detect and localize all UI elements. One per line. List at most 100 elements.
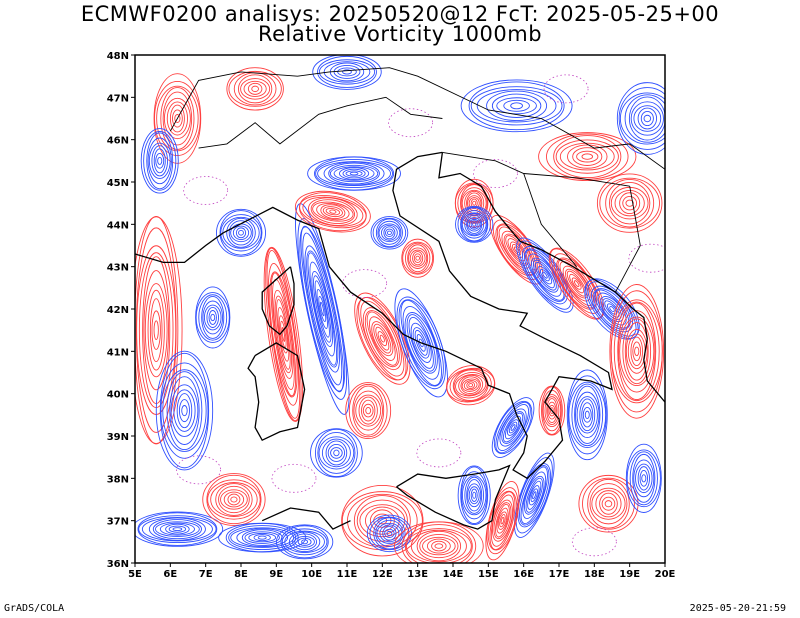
contour-line (219, 210, 263, 256)
contour-line (165, 523, 190, 535)
contour-line (604, 300, 620, 318)
contour-line (306, 250, 339, 368)
lon-tick-label: 12E (372, 569, 393, 580)
contour-line (468, 218, 480, 230)
contour-line (625, 443, 662, 513)
contour-line (155, 153, 165, 169)
contour-line (378, 223, 401, 243)
contour-line (366, 311, 398, 366)
contour-line (140, 128, 179, 194)
contour-line (176, 393, 193, 429)
contour-line (312, 201, 354, 222)
map-subtitle: Relative Vorticity 1000mb (257, 22, 543, 46)
contour-line (591, 487, 626, 520)
contour-line (408, 247, 428, 269)
contour-line (325, 207, 341, 216)
contour-line (159, 352, 210, 469)
contour-line (222, 216, 260, 249)
contour-line (329, 164, 379, 183)
contour-line (337, 67, 357, 77)
contour-line (496, 507, 509, 534)
contour-line (384, 528, 395, 539)
negative-vorticity-center (216, 208, 266, 257)
contour-line (476, 89, 557, 123)
contour-line (597, 292, 627, 326)
contour-line (307, 252, 337, 366)
contour-line (375, 218, 403, 248)
negative-vorticity-center (307, 156, 401, 191)
contour-line (135, 216, 179, 445)
contour-line (542, 271, 548, 279)
contour-line (311, 271, 334, 347)
contour-line (534, 262, 555, 289)
contour-line (297, 218, 348, 400)
contour-line (263, 246, 304, 422)
contour-line (525, 477, 543, 513)
contour-line (202, 300, 224, 335)
coastline-segment (396, 464, 511, 530)
contour-line (538, 385, 566, 436)
contour-line (208, 310, 217, 325)
contour-line (166, 101, 188, 136)
contour-line (265, 247, 302, 422)
contour-line (330, 447, 343, 459)
contour-line (449, 368, 492, 402)
contour-line (613, 301, 660, 402)
contour-line (486, 90, 548, 122)
coastline (135, 67, 665, 530)
contour-line (288, 531, 321, 552)
contour-line (463, 380, 478, 391)
contour-line (321, 438, 351, 468)
contour-line (402, 241, 434, 275)
lat-tick-label: 41N (107, 347, 129, 358)
contour-line (358, 396, 378, 425)
contour-line (457, 183, 492, 223)
contour-line (143, 270, 169, 391)
contour-line (320, 301, 325, 317)
contour-line (497, 511, 508, 530)
contour-line (338, 167, 370, 180)
contour-line (632, 453, 656, 503)
contour-line (375, 519, 404, 547)
contour-line (377, 331, 388, 347)
contour-line (553, 135, 622, 179)
contour-line (240, 78, 271, 100)
contour-line (269, 271, 298, 398)
contour-line (472, 491, 477, 499)
contour-line (461, 475, 487, 516)
contour-line (297, 537, 312, 546)
contour-line (153, 320, 159, 341)
contour-line (215, 483, 253, 516)
lat-tick-label: 38N (107, 474, 129, 485)
contour-line (412, 327, 430, 359)
contour-line (281, 528, 328, 556)
contour-line (454, 182, 494, 224)
contour-line (633, 105, 662, 132)
contour-line (461, 378, 480, 392)
contour-line (628, 96, 665, 141)
latitude-axis: 36N 37N 38N 39N 40N 41N 42N 43N 44N 45N 46N 47N 48N (107, 51, 135, 570)
contour-line (386, 530, 393, 536)
contour-line (401, 521, 477, 563)
contour-line (141, 516, 213, 542)
contour-line (524, 475, 545, 515)
contour-line (571, 383, 604, 447)
contour-line (589, 483, 628, 525)
contour-line (464, 476, 485, 514)
contour-line (163, 97, 191, 140)
contour-line (455, 374, 487, 397)
contour-line (460, 207, 489, 242)
contour-line (467, 217, 482, 232)
positive-vorticity-center (609, 284, 665, 419)
contour-line (314, 428, 358, 478)
contour-line (270, 272, 297, 397)
contour-line (527, 480, 542, 510)
contour-line (275, 524, 334, 560)
contour-line (138, 515, 217, 544)
contour-line (639, 470, 649, 487)
contour-line (460, 79, 573, 133)
contour-line (528, 485, 540, 506)
contour-line (151, 145, 169, 177)
positive-vorticity-center (263, 246, 304, 422)
lon-tick-label: 9E (269, 569, 283, 580)
